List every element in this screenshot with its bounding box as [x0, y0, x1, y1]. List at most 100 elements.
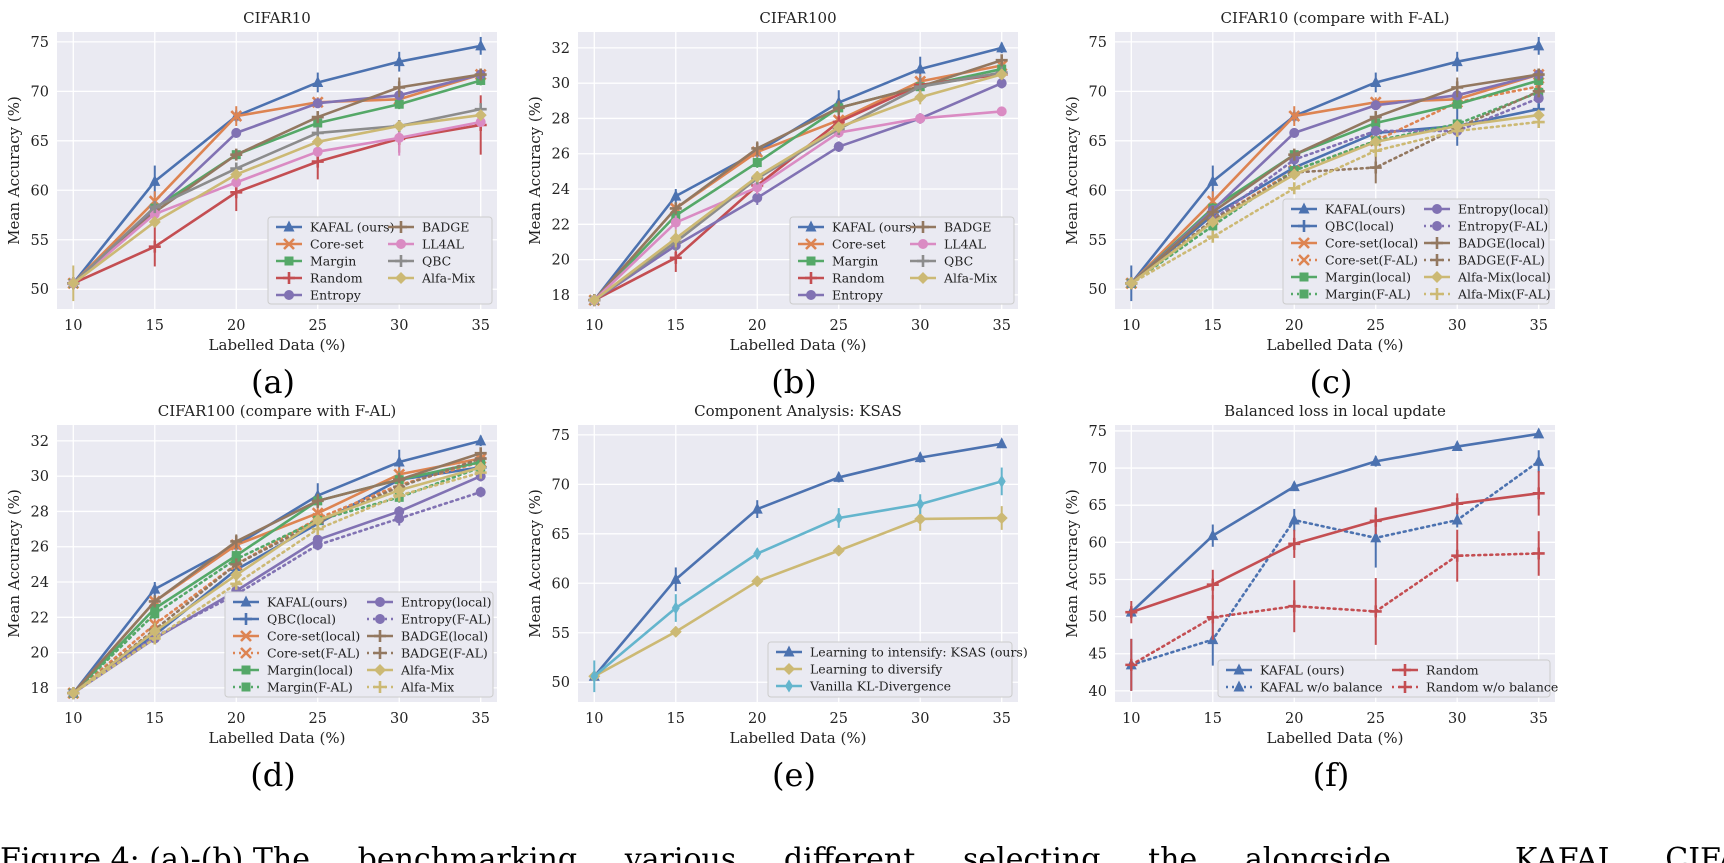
- legend-box: [767, 641, 1013, 698]
- legend-marker: [918, 239, 928, 249]
- data-point: [996, 78, 1007, 89]
- series-line: [592, 81, 1004, 302]
- panel-label: (d): [250, 756, 295, 794]
- x-tick-label: 20: [1285, 318, 1303, 334]
- legend-marker: [917, 272, 929, 284]
- legend-marker: [1233, 663, 1245, 675]
- data-point: [1532, 116, 1545, 129]
- x-axis-label: Labelled Data (%): [730, 729, 867, 747]
- chart-title: Balanced loss in local update: [1224, 402, 1446, 420]
- legend-item-margin: Margin: [276, 254, 356, 269]
- y-tick-label: 24: [31, 575, 49, 591]
- x-tick-label: 20: [227, 318, 245, 334]
- legend-label: Vanilla KL-Divergence: [809, 679, 951, 694]
- data-point: [1532, 68, 1545, 81]
- panel-b: 10 15 20 25 30 35 18 20 22 24 26 28 30 32 CIFAR100 Labe…: [526, 9, 1018, 401]
- data-point: [312, 146, 323, 157]
- series-line: [71, 490, 483, 695]
- data-point: [393, 119, 406, 132]
- data-point: [1533, 93, 1544, 104]
- legend-label: Alfa-Mix: [943, 271, 997, 286]
- series-line: [71, 474, 483, 695]
- data-point: [1369, 605, 1382, 618]
- legend-label: Random: [1426, 663, 1479, 678]
- chart-title: CIFAR100 (compare with F-AL): [158, 402, 396, 420]
- x-tick-label: 10: [1122, 318, 1140, 334]
- x-axis-label: Labelled Data (%): [209, 336, 346, 354]
- y-tick-label: 22: [31, 610, 49, 626]
- legend-marker: [284, 256, 294, 266]
- series-line: [71, 466, 483, 695]
- x-tick-label: 15: [146, 711, 164, 727]
- data-point: [1533, 454, 1545, 466]
- legend-marker: [1298, 202, 1310, 214]
- y-tick-label: 32: [552, 41, 570, 57]
- legend-item-badge-local: BADGE(local): [1424, 236, 1545, 251]
- series-line: [71, 471, 483, 695]
- data-point: [1206, 230, 1219, 243]
- y-tick-label: 65: [1089, 498, 1107, 514]
- legend-label: Alfa-Mix: [421, 271, 475, 286]
- data-point: [230, 558, 243, 571]
- series-line: [1129, 91, 1541, 285]
- series-line: [1129, 90, 1541, 285]
- data-point: [312, 539, 323, 550]
- x-tick-label: 15: [1204, 318, 1222, 334]
- y-tick-label: 40: [1089, 684, 1107, 700]
- data-point: [1533, 427, 1545, 439]
- legend-item-kafal-ours: KAFAL (ours): [798, 220, 916, 235]
- plot-area: [1115, 425, 1555, 702]
- legend-marker: [805, 220, 817, 232]
- legend-marker: [1432, 221, 1442, 231]
- legend-label: Random: [310, 271, 363, 286]
- data-point: [394, 132, 405, 143]
- data-point: [751, 502, 763, 514]
- legend-label: BADGE: [944, 220, 991, 235]
- data-point: [474, 109, 487, 122]
- legend-label: Core-set(F-AL): [1325, 253, 1418, 268]
- legend-item-kafal-ours: KAFAL(ours): [233, 595, 348, 610]
- data-point: [312, 98, 323, 109]
- data-point: [1207, 529, 1219, 541]
- series-alfa-mix: [67, 466, 487, 700]
- legend-item-kafal-w-o-balance: KAFAL w/o balance: [1226, 680, 1383, 695]
- data-point: [148, 215, 161, 228]
- data-point: [1451, 124, 1464, 137]
- legend: KAFAL (ours) KAFAL w/o balance Random Rando…: [1217, 659, 1558, 698]
- series-line: [592, 73, 1004, 302]
- y-tick-label: 26: [31, 540, 49, 556]
- legend-label: QBC: [944, 254, 973, 269]
- legend-label: Margin(local): [1325, 270, 1411, 285]
- legend-item-margin-f-al: Margin(F-AL): [1291, 287, 1411, 302]
- legend-label: Core-set(local): [267, 629, 360, 644]
- data-point: [588, 294, 601, 307]
- data-point: [914, 62, 926, 74]
- data-point: [1370, 531, 1382, 543]
- legend-marker: [395, 272, 407, 284]
- x-axis-label: Labelled Data (%): [209, 729, 346, 747]
- panel-d: 10 15 20 25 30 35 18 20 22 24 26 28 30 32 CIFAR100 (co…: [5, 402, 497, 794]
- y-tick-label: 70: [1089, 84, 1107, 100]
- legend-item-core-set-local: Core-set(local): [1291, 236, 1418, 251]
- data-point: [1207, 174, 1219, 186]
- legend-item-qbc-local: QBC(local): [1291, 219, 1394, 234]
- legend-item-badge-f-al: BADGE(F-AL): [1424, 253, 1545, 268]
- panel-e: 10 15 20 25 30 35 50 55 60 65 70 75 Component Analys…: [526, 402, 1028, 794]
- y-tick-label: 75: [31, 35, 49, 51]
- y-tick-label: 65: [31, 134, 49, 150]
- legend-box: [1217, 659, 1551, 698]
- data-point: [67, 277, 80, 290]
- data-point: [833, 470, 845, 482]
- x-tick-label: 25: [309, 711, 327, 727]
- chart-title: Component Analysis: KSAS: [694, 402, 902, 420]
- legend-item-entropy: Entropy: [276, 288, 362, 303]
- legend-item-qbc: QBC: [388, 254, 451, 269]
- y-tick-label: 30: [31, 469, 49, 485]
- legend-marker: [1431, 271, 1443, 283]
- data-point: [753, 547, 762, 561]
- series-line: [592, 516, 1004, 678]
- series-line: [1129, 73, 1541, 285]
- x-axis-label: Labelled Data (%): [730, 336, 867, 354]
- y-tick-label: 30: [552, 76, 570, 92]
